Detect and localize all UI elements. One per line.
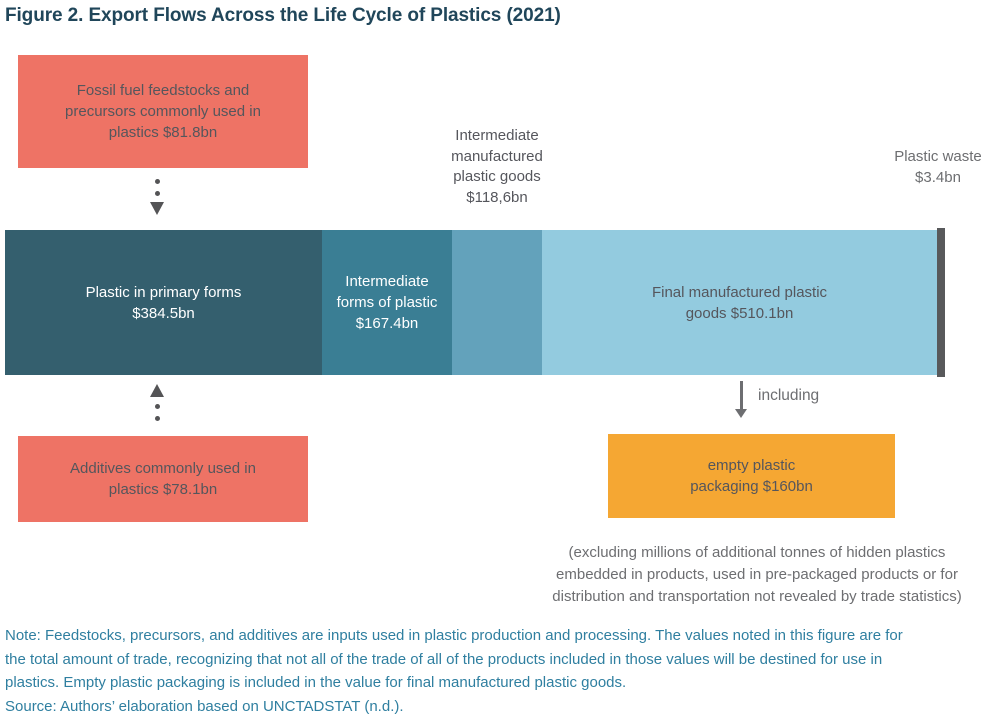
segment-intermediate-manufactured (452, 230, 542, 375)
arrow-dot (155, 404, 160, 409)
arrow-dot (155, 416, 160, 421)
dotted-up-arrow-icon (150, 384, 164, 424)
plastic-waste-label: Plastic waste$3.4bn (863, 147, 1000, 188)
dotted-down-arrow-icon (150, 175, 164, 215)
arrow-dot (155, 179, 160, 184)
segment-plastic-primary-forms: Plastic in primary forms$384.5bn (5, 230, 322, 375)
excluding-note: (excluding millions of additional tonnes… (517, 542, 997, 608)
source-text: Source: Authors’ elaboration based on UN… (5, 695, 997, 718)
arrow-head-down (150, 202, 164, 215)
segment-plastic-waste (937, 228, 945, 377)
arrow-head-up (150, 384, 164, 397)
including-down-arrow-icon (740, 381, 743, 409)
figure-title: Figure 2. Export Flows Across the Life C… (5, 5, 561, 27)
segment-label: Plastic in primary forms$384.5bn (86, 282, 242, 324)
including-label: including (758, 387, 819, 405)
export-flow-bar: Plastic in primary forms$384.5bn Interme… (5, 230, 937, 375)
arrow-dot (155, 191, 160, 196)
figure-note: Note: Feedstocks, precursors, and additi… (5, 624, 997, 718)
note-text: Note: Feedstocks, precursors, and additi… (5, 624, 997, 695)
